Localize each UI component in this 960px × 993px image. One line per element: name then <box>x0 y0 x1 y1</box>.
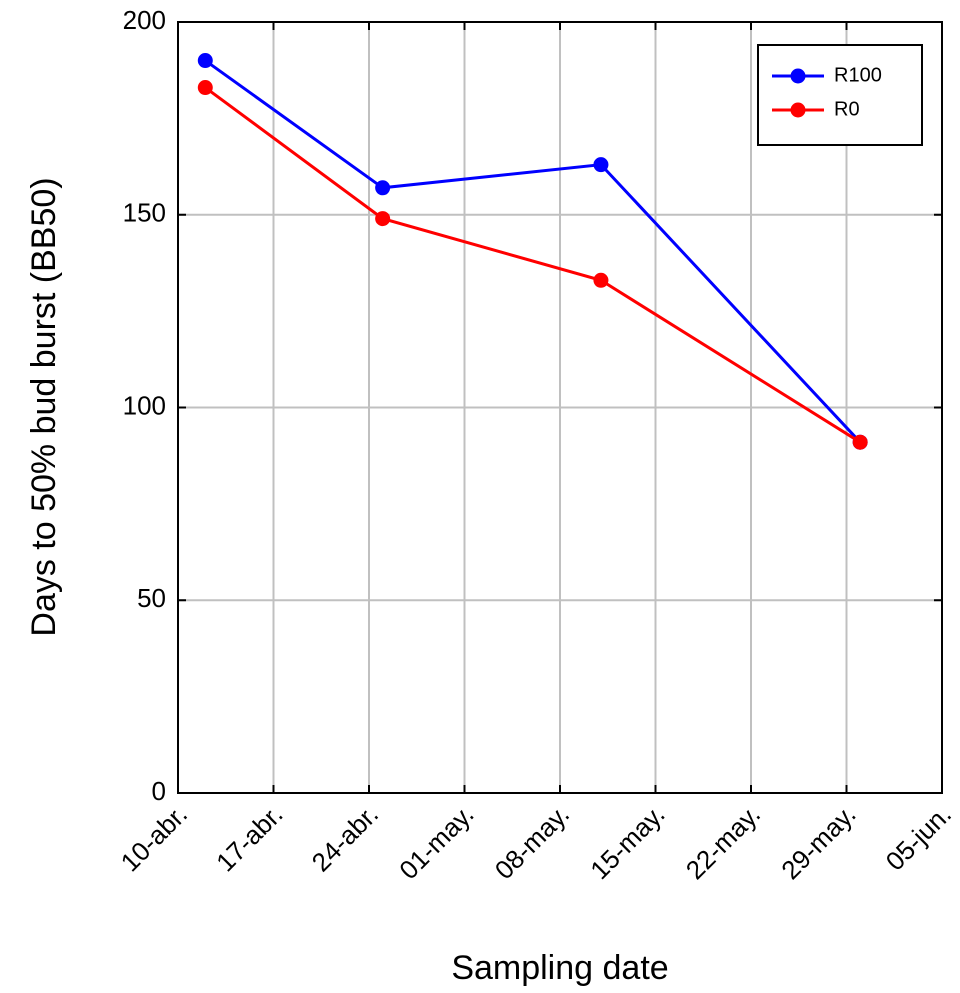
legend: R100 R0 <box>757 44 923 146</box>
plot-frame <box>177 21 943 794</box>
point <box>197 53 213 69</box>
point <box>852 434 868 450</box>
point <box>375 180 391 196</box>
x-tick-label: 05-jun. <box>880 799 957 876</box>
y-tick-label: 0 <box>152 776 166 806</box>
legend-box <box>757 44 923 146</box>
y-tick-label: 100 <box>123 390 166 420</box>
x-tick-label: 24-abr. <box>306 799 384 877</box>
y-tick-label: 150 <box>123 198 166 228</box>
x-tick-label: 15-may. <box>584 799 670 885</box>
x-tick-label: 29-may. <box>775 799 861 885</box>
x-axis-title: Sampling date <box>451 949 668 987</box>
point <box>197 80 213 96</box>
series-line <box>204 59 862 444</box>
x-tick-label: 22-may. <box>680 799 766 885</box>
point <box>593 157 609 173</box>
legend-label: R0 <box>834 98 860 120</box>
series-line <box>204 86 861 444</box>
legend-marker <box>790 68 806 84</box>
point <box>375 211 391 227</box>
legend-label: R100 <box>834 64 882 86</box>
y-tick-label: 50 <box>137 583 166 613</box>
legend-marker <box>790 102 806 118</box>
y-axis-title: Days to 50% bud burst (BB50) <box>25 177 63 636</box>
x-tick-label: 01-may. <box>393 799 479 885</box>
x-tick-label: 08-may. <box>489 799 575 885</box>
x-tick-label: 10-abr. <box>115 799 193 877</box>
y-tick-label: 200 <box>123 5 166 35</box>
point <box>593 272 609 288</box>
x-tick-label: 17-abr. <box>210 799 288 877</box>
